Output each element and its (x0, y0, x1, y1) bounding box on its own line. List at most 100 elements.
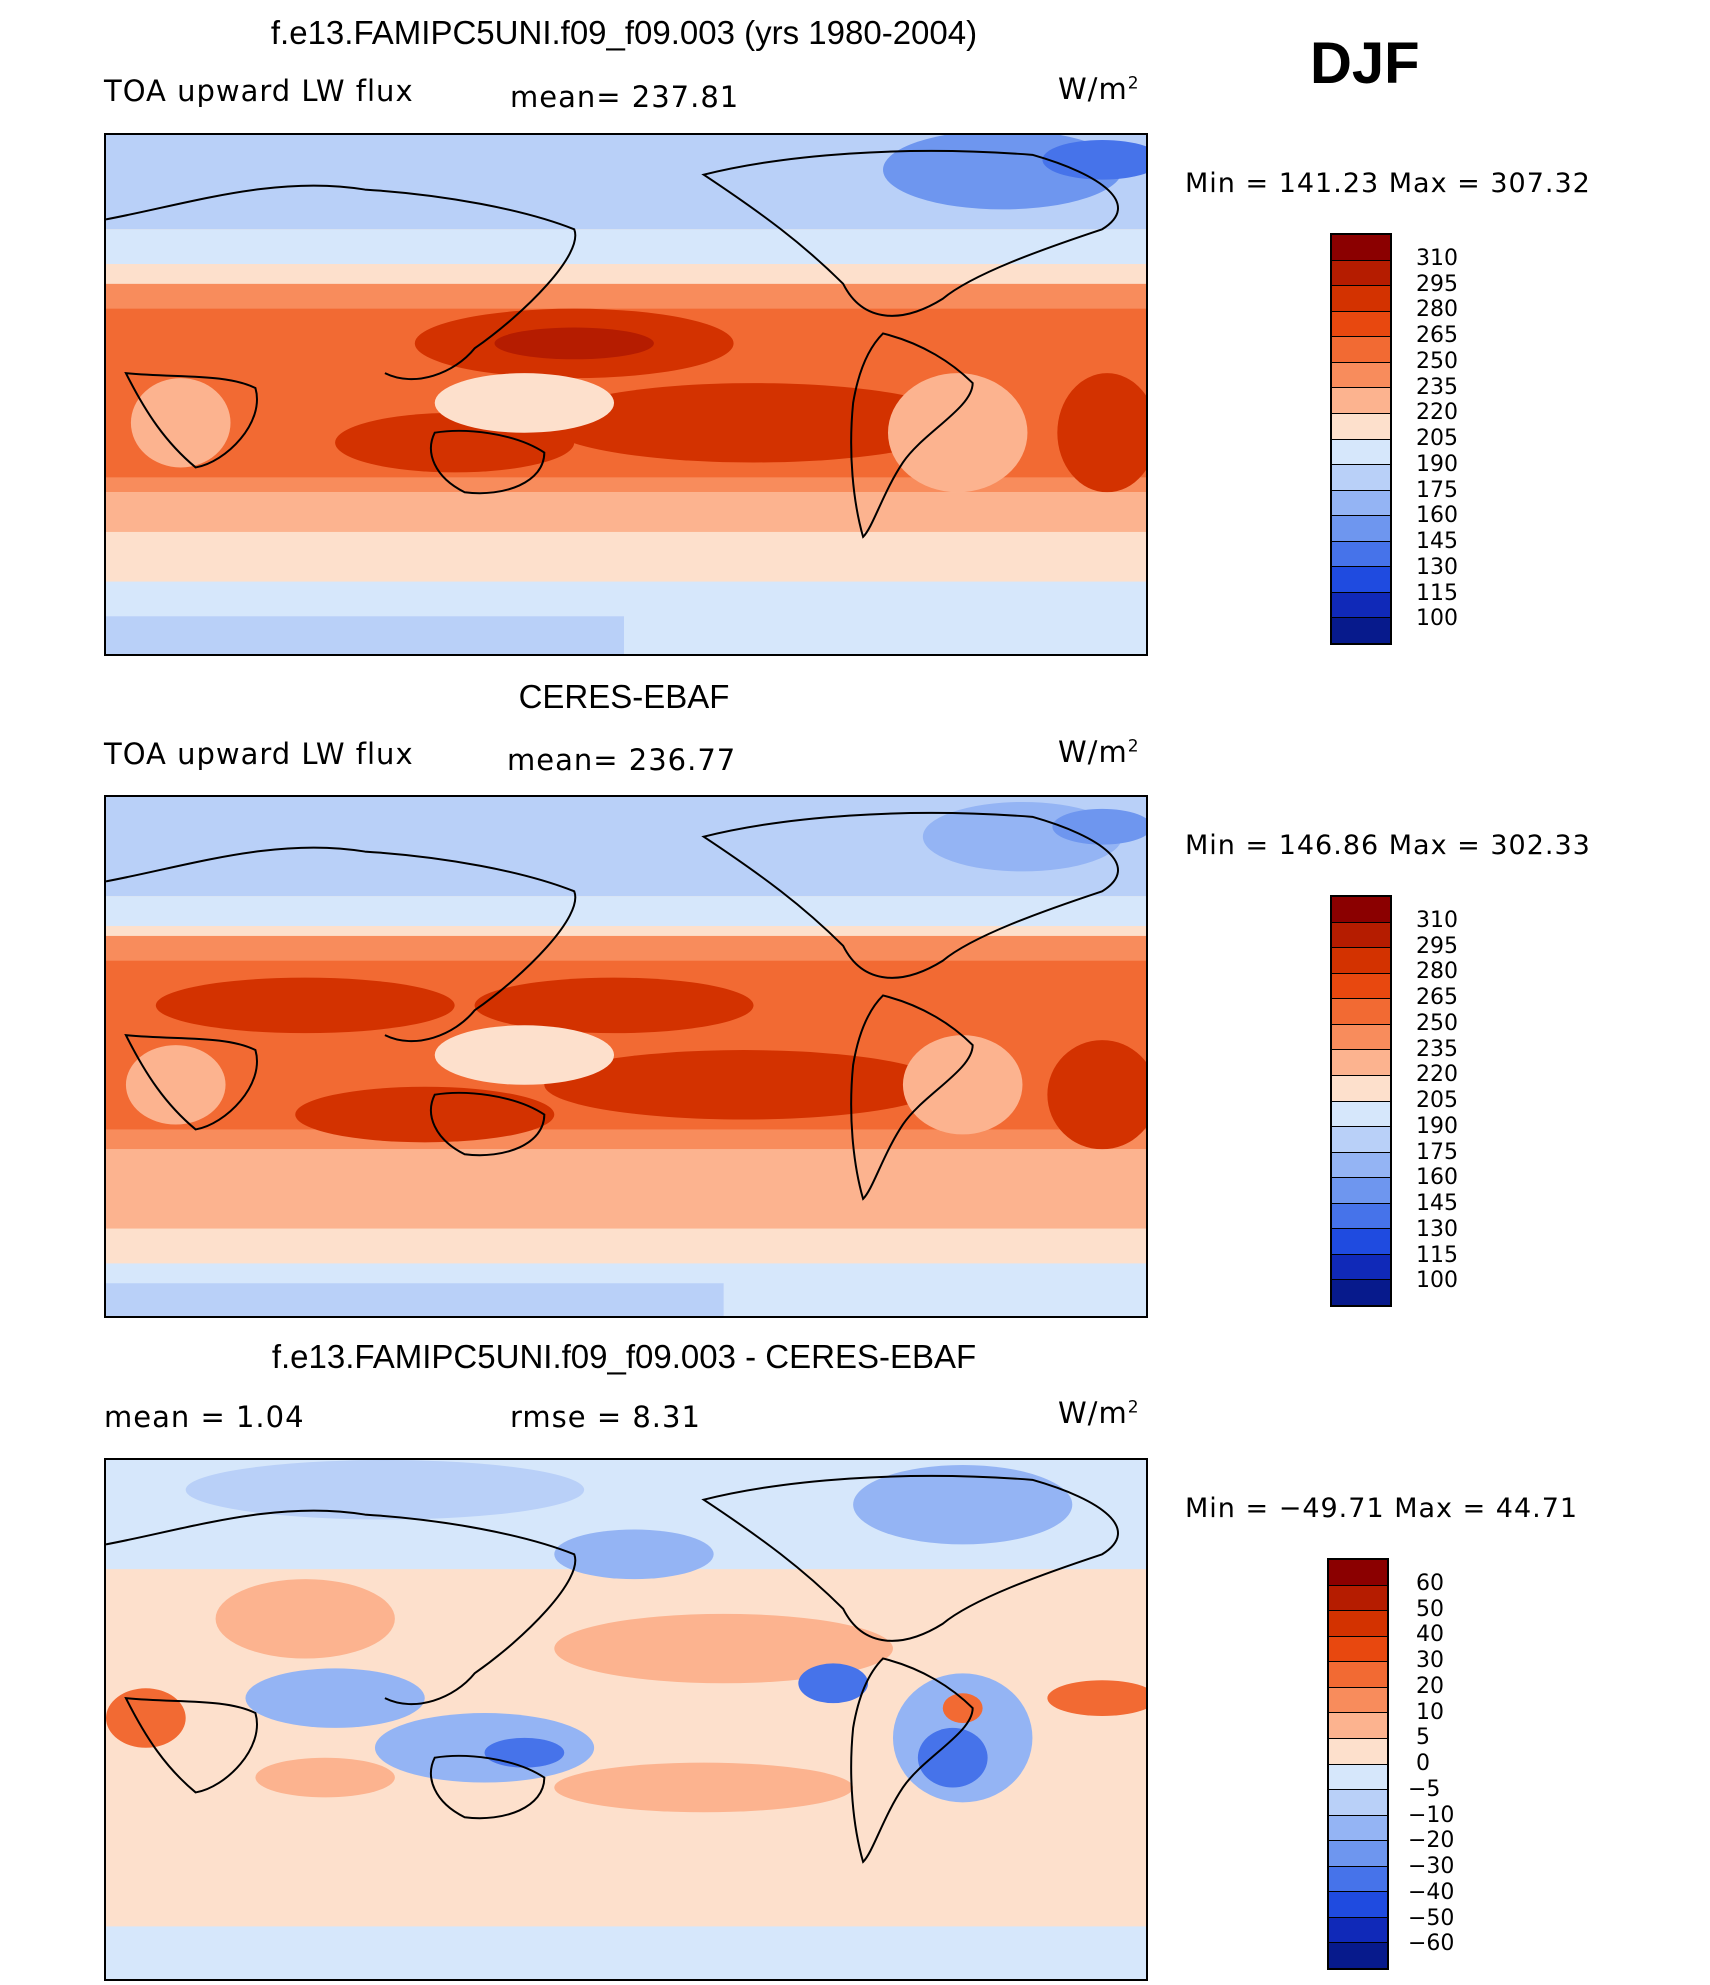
panel3-map (104, 1458, 1148, 1981)
colorbar-swatch (1332, 337, 1390, 363)
colorbar-tick-label: 265 (1416, 985, 1458, 1010)
panel3-minmax: Min = −49.71 Max = 44.71 (1185, 1493, 1579, 1524)
colorbar-tick-label: 175 (1416, 1139, 1458, 1165)
panel1-map-field (106, 135, 1146, 654)
colorbar-tick-label: 235 (1416, 1036, 1458, 1062)
panel2-minmax: Min = 146.86 Max = 302.33 (1185, 830, 1591, 861)
colorbar-tick-label: 160 (1416, 503, 1458, 529)
colorbar-tick-label: 220 (1416, 1062, 1458, 1088)
colorbar-tick-label: 280 (1416, 297, 1458, 323)
colorbar-swatch (1332, 1229, 1390, 1255)
colorbar-tick-label: 100 (1416, 1268, 1458, 1294)
colorbar-swatch (1332, 897, 1390, 923)
colorbar-swatch (1332, 413, 1390, 440)
panel2-title: CERES-EBAF (518, 678, 730, 715)
colorbar-swatch (1329, 1687, 1387, 1714)
colorbar-tick-label: 250 (1416, 348, 1458, 374)
colorbar-swatch (1329, 1713, 1387, 1739)
colorbar-tick-label: 10 (1416, 1699, 1444, 1725)
colorbar-tick-label: −5 (1408, 1776, 1441, 1802)
colorbar-swatch (1329, 1917, 1387, 1944)
colorbar-tick-label: −20 (1408, 1828, 1455, 1854)
colorbar-swatch (1332, 311, 1390, 338)
panel1-title: f.e13.FAMIPC5UNI.f09_f09.003 (yrs 1980-2… (270, 14, 978, 51)
colorbar-tick-label: 280 (1416, 959, 1458, 985)
panel1-minmax: Min = 141.23 Max = 307.32 (1185, 168, 1591, 199)
colorbar-swatch (1329, 1841, 1387, 1867)
colorbar-tick-label: 40 (1416, 1622, 1444, 1648)
colorbar-tick-label: 60 (1416, 1570, 1444, 1596)
colorbar-tick-label: 310 (1416, 245, 1458, 271)
panel2-map (104, 795, 1148, 1318)
colorbar-tick-label: 250 (1416, 1010, 1458, 1036)
colorbar-swatch (1329, 1790, 1387, 1816)
colorbar-swatch (1332, 1152, 1390, 1179)
colorbar-tick-label: 235 (1416, 374, 1458, 400)
panel1-units: W/m2 (1058, 72, 1140, 106)
colorbar-tick-label: −40 (1408, 1879, 1455, 1905)
season-label: DJF (1310, 31, 1420, 96)
colorbar-swatch (1332, 1101, 1390, 1128)
colorbar-swatch (1329, 1611, 1387, 1637)
colorbar-swatch (1329, 1662, 1387, 1688)
panel2-variable-label: TOA upward LW flux (104, 737, 414, 771)
colorbar-swatch (1332, 1280, 1390, 1305)
colorbar-swatch (1332, 516, 1390, 542)
colorbar-swatch (1332, 362, 1390, 389)
colorbar-tick-label: 295 (1416, 933, 1458, 959)
colorbar-swatch (1332, 618, 1390, 643)
colorbar-swatch (1329, 1560, 1387, 1586)
panel1-variable-label: TOA upward LW flux (104, 74, 414, 108)
colorbar-swatch (1332, 1254, 1390, 1281)
colorbar-swatch (1329, 1866, 1387, 1893)
colorbar-swatch (1332, 1075, 1390, 1102)
colorbar-swatch (1332, 922, 1390, 949)
colorbar-swatch (1332, 1050, 1390, 1076)
panel3-colorbar-ticks: 60 50 40 30 20 10 5 0 −5 −10 −20 −30 −40 −50 −60 (1408, 1558, 1488, 1970)
colorbar-swatch (1329, 1943, 1387, 1968)
colorbar-tick-label: 30 (1416, 1648, 1444, 1673)
colorbar-swatch (1329, 1764, 1387, 1791)
colorbar-swatch (1329, 1815, 1387, 1842)
colorbar-swatch (1332, 388, 1390, 414)
panel2-mean-label: mean= 236.77 (507, 743, 737, 777)
colorbar-tick-label: 160 (1416, 1165, 1458, 1191)
colorbar-swatch (1329, 1738, 1387, 1765)
colorbar-swatch (1332, 490, 1390, 517)
colorbar-tick-label: 5 (1416, 1725, 1430, 1751)
colorbar-tick-label: 190 (1416, 451, 1458, 477)
colorbar-swatch (1332, 465, 1390, 491)
colorbar-tick-label: 205 (1416, 1088, 1458, 1113)
colorbar-swatch (1332, 1024, 1390, 1051)
colorbar-tick-label: −10 (1408, 1802, 1455, 1828)
colorbar-swatch (1329, 1892, 1387, 1918)
colorbar-swatch (1329, 1636, 1387, 1663)
colorbar-tick-label: 265 (1416, 323, 1458, 348)
colorbar-swatch (1332, 1178, 1390, 1204)
colorbar-tick-label: 205 (1416, 426, 1458, 451)
panel3-rmse-label: rmse = 8.31 (510, 1400, 701, 1434)
colorbar-tick-label: 20 (1416, 1673, 1444, 1699)
panel3-colorbar (1327, 1558, 1389, 1970)
colorbar-swatch (1332, 235, 1390, 261)
panel1-colorbar (1330, 233, 1392, 645)
colorbar-tick-label: 0 (1416, 1751, 1430, 1776)
colorbar-tick-label: 310 (1416, 907, 1458, 933)
panel1-colorbar-ticks: 310 295 280 265 250 235 220 205 190 175 160 145 130 1… (1408, 233, 1488, 645)
panel3-map-field (106, 1460, 1146, 1979)
colorbar-swatch (1329, 1585, 1387, 1612)
colorbar-swatch (1332, 1203, 1390, 1230)
colorbar-tick-label: 115 (1416, 580, 1458, 606)
colorbar-swatch (1332, 567, 1390, 593)
colorbar-swatch (1332, 973, 1390, 1000)
colorbar-tick-label: 190 (1416, 1113, 1458, 1139)
panel2-units: W/m2 (1058, 735, 1140, 769)
panel3-mean-label: mean = 1.04 (104, 1400, 305, 1434)
colorbar-tick-label: 295 (1416, 271, 1458, 297)
colorbar-tick-label: 220 (1416, 400, 1458, 426)
panel1-mean-label: mean= 237.81 (510, 80, 740, 114)
colorbar-swatch (1332, 541, 1390, 568)
colorbar-swatch (1332, 999, 1390, 1025)
colorbar-tick-label: −60 (1408, 1931, 1455, 1957)
panel3-units: W/m2 (1058, 1396, 1140, 1430)
